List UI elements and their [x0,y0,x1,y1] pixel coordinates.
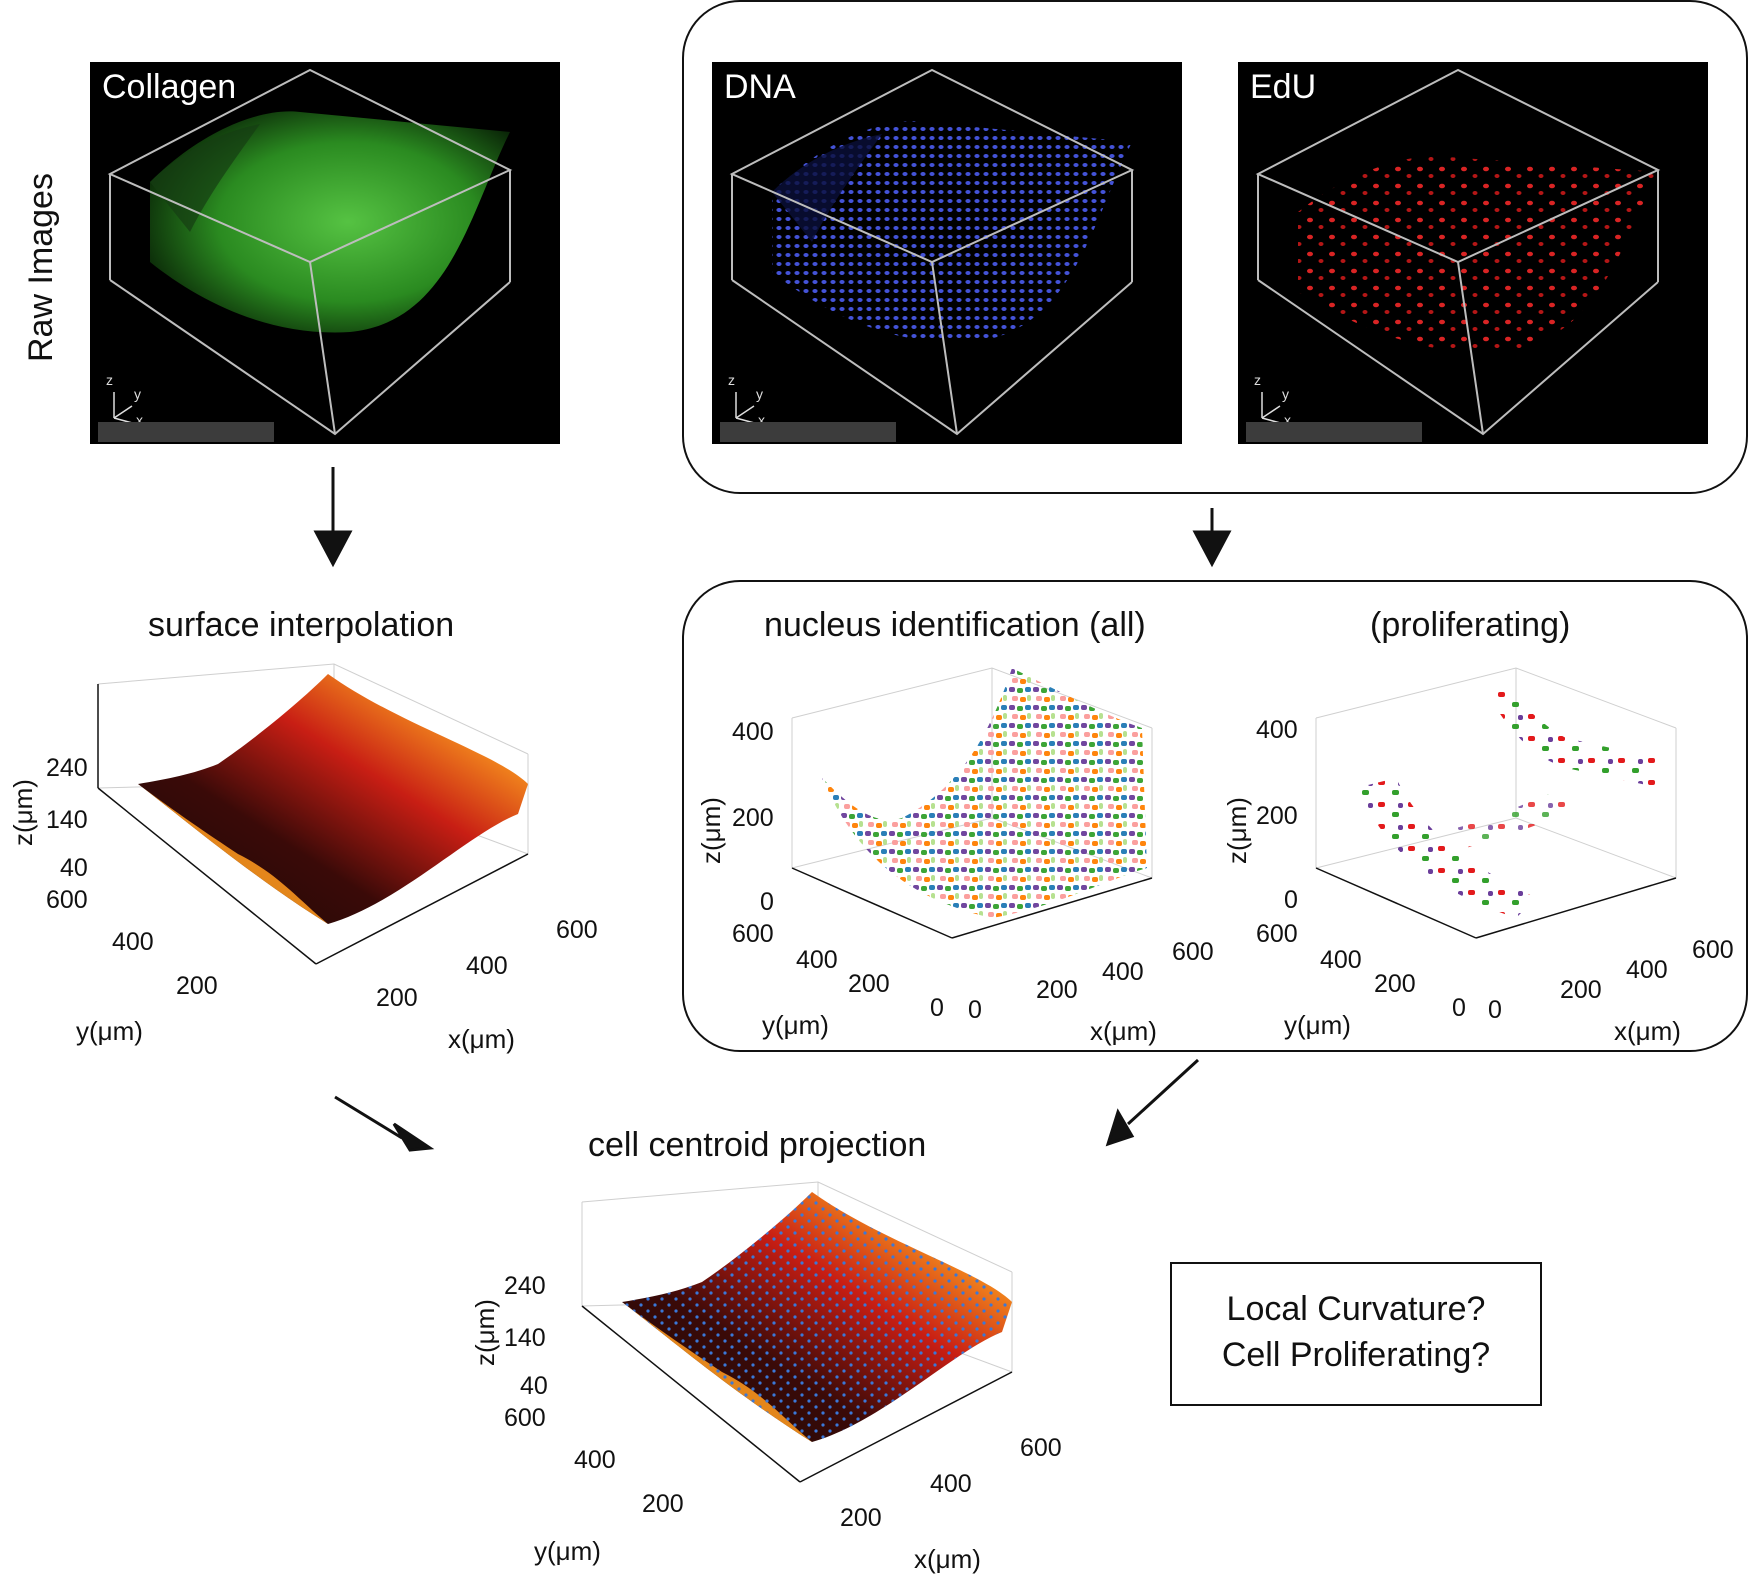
x-tick-0: 0 [968,996,982,1024]
y-tick-600: 600 [1256,920,1298,948]
x-tick-600: 600 [1020,1434,1062,1462]
x-tick-0: 0 [1488,996,1502,1024]
x-tick-200: 200 [1036,976,1078,1004]
y-tick-400: 400 [1320,946,1362,974]
questions-box: Local Curvature? Cell Proliferating? [1170,1262,1542,1406]
y-axis-label: y(μm) [534,1536,601,1566]
x-tick-400: 400 [930,1470,972,1498]
z-tick-140: 140 [504,1324,546,1352]
axis-x-letter: x [758,412,765,428]
axis-y-letter: y [134,386,141,402]
y-tick-0: 0 [930,994,944,1022]
y-tick-600: 600 [46,886,88,914]
nucleus-group-box [682,580,1748,1052]
scale-bar [1246,422,1422,442]
nucleus-prolif-plot [1315,667,1677,939]
axis-z-letter: z [728,372,735,388]
y-tick-200: 200 [1374,970,1416,998]
x-axis-label: x(μm) [914,1544,981,1574]
y-axis-label: y(μm) [762,1010,829,1040]
question-cell-proliferating: Cell Proliferating? [1221,1336,1491,1374]
x-tick-400: 400 [466,952,508,980]
axis-y-letter: y [1282,386,1289,402]
z-tick-400: 400 [1256,716,1298,744]
axis-z-letter: z [106,372,113,388]
y-tick-400: 400 [112,928,154,956]
z-tick-240: 240 [46,754,88,782]
edu-image: EdU z y x [1238,62,1708,444]
x-axis-label: x(μm) [1614,1016,1681,1046]
dna-volume [729,68,1135,436]
nucleus-prolif-title: (proliferating) [1370,606,1571,644]
surface-plot [97,663,529,965]
z-axis-label: z(μm) [1222,797,1252,864]
x-tick-200: 200 [840,1504,882,1532]
z-tick-0: 0 [1284,886,1298,914]
collagen-label: Collagen [102,68,237,106]
x-tick-200: 200 [1560,976,1602,1004]
x-tick-600: 600 [1692,936,1734,964]
edu-volume [1255,68,1661,436]
z-axis-label: z(μm) [696,797,726,864]
y-tick-200: 200 [176,972,218,1000]
z-tick-140: 140 [46,806,88,834]
axis-x-letter: x [1284,412,1291,428]
nucleus-all-title: nucleus identification (all) [764,606,1146,644]
question-local-curvature: Local Curvature? [1226,1290,1486,1328]
scale-bar [720,422,896,442]
collagen-image: Collagen z y x [90,62,560,444]
y-tick-600: 600 [732,920,774,948]
z-tick-200: 200 [732,804,774,832]
y-tick-600: 600 [504,1404,546,1432]
z-tick-200: 200 [1256,802,1298,830]
collagen-volume [107,68,513,436]
axis-x-letter: x [136,412,143,428]
x-tick-200: 200 [376,984,418,1012]
x-axis-label: x(μm) [1090,1016,1157,1046]
x-tick-400: 400 [1102,958,1144,986]
nucleus-all-plot [791,667,1153,939]
y-tick-200: 200 [848,970,890,998]
z-tick-40: 40 [60,854,88,882]
y-tick-400: 400 [574,1446,616,1474]
y-tick-0: 0 [1452,994,1466,1022]
y-tick-400: 400 [796,946,838,974]
scale-bar [98,422,274,442]
centroid-plot [581,1181,1013,1483]
dna-edu-group-box [682,0,1748,494]
axis-z-letter: z [1254,372,1261,388]
z-tick-400: 400 [732,718,774,746]
x-tick-600: 600 [1172,938,1214,966]
y-axis-label: y(μm) [1284,1010,1351,1040]
surface-interpolation-title: surface interpolation [148,606,455,644]
y-axis-label: y(μm) [76,1016,143,1046]
x-tick-600: 600 [556,916,598,944]
z-axis-label: z(μm) [8,779,38,846]
dna-image: DNA z y x [712,62,1182,444]
z-tick-240: 240 [504,1272,546,1300]
y-tick-200: 200 [642,1490,684,1518]
cell-centroid-title: cell centroid projection [588,1126,927,1164]
z-tick-0: 0 [760,888,774,916]
edu-label: EdU [1250,68,1317,106]
axis-y-letter: y [756,386,763,402]
dna-label: DNA [724,68,796,106]
z-axis-label: z(μm) [470,1299,500,1366]
z-tick-40: 40 [520,1372,548,1400]
x-axis-label: x(μm) [448,1024,515,1054]
x-tick-400: 400 [1626,956,1668,984]
